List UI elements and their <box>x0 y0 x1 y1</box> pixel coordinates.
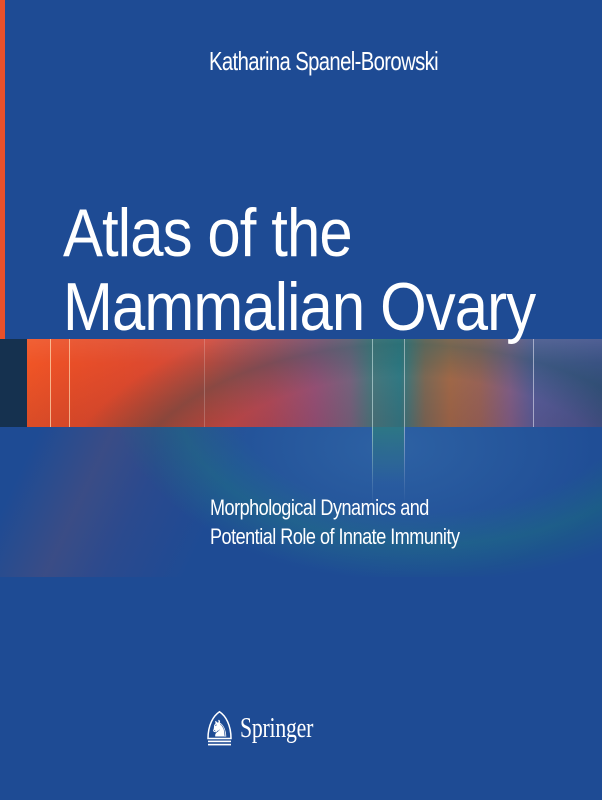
springer-wordmark: Springer <box>240 712 314 744</box>
svg-text:♞: ♞ <box>209 717 230 743</box>
left-accent-stripe <box>0 0 5 339</box>
band-rule-1 <box>50 339 51 427</box>
band-long-rule-2 <box>404 339 405 503</box>
band-rule-2 <box>69 339 70 427</box>
springer-horse-icon: ♞ <box>207 710 232 746</box>
subtitle-line-2: Potential Role of Innate Immunity <box>210 524 460 549</box>
gradient-band <box>0 339 602 427</box>
subtitle-line-1: Morphological Dynamics and <box>210 495 429 520</box>
springer-logo: ♞ Springer <box>206 710 337 747</box>
author-name: Katharina Spanel-Borowski <box>209 46 439 76</box>
book-subtitle: Morphological Dynamics and Potential Rol… <box>210 493 460 551</box>
gradient-band-navy-block <box>0 339 27 427</box>
background-swoosh-arcs <box>0 427 602 577</box>
title-line-1: Atlas of the <box>63 195 353 271</box>
gradient-band-fill <box>27 339 602 427</box>
band-rule-4 <box>533 339 534 427</box>
book-title: Atlas of the Mammalian Ovary <box>63 195 536 345</box>
band-teal-extension <box>372 425 404 483</box>
title-line-2: Mammalian Ovary <box>63 269 536 345</box>
band-long-rule-1 <box>372 339 373 507</box>
band-rule-3 <box>204 339 205 427</box>
